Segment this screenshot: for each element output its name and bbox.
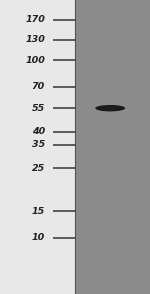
Text: 25: 25 [32,164,45,173]
Text: 15: 15 [32,207,45,216]
Text: 35: 35 [32,140,45,149]
Text: 130: 130 [25,35,45,44]
Text: 70: 70 [32,82,45,91]
Text: 10: 10 [32,233,45,242]
Text: 40: 40 [32,127,45,136]
Text: 170: 170 [25,16,45,24]
Bar [75,0,150,294]
Text: 55: 55 [32,104,45,113]
Text: 100: 100 [25,56,45,65]
Bar [0,0,75,294]
Ellipse shape [95,105,125,111]
